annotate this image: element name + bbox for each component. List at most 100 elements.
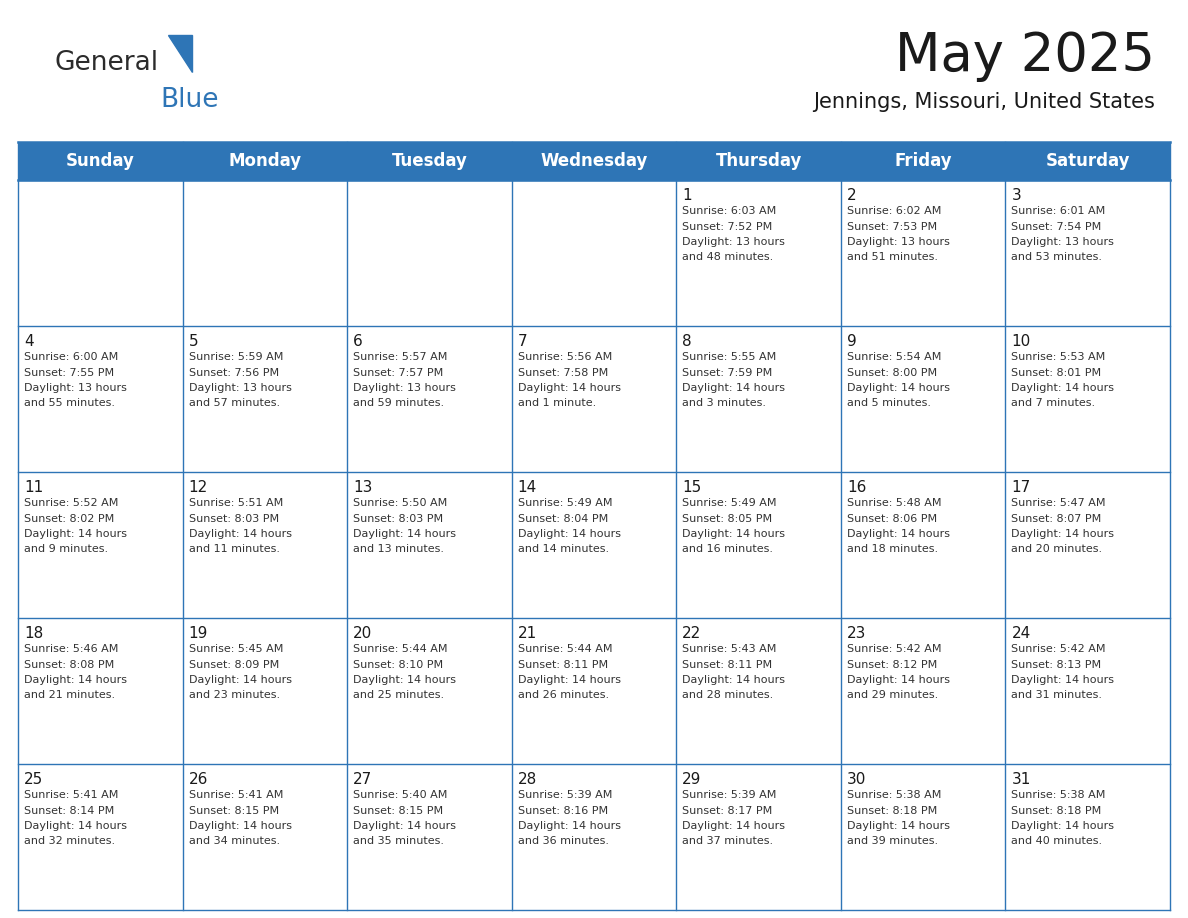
Text: Sunday: Sunday (65, 152, 134, 170)
Text: Sunrise: 5:44 AM: Sunrise: 5:44 AM (353, 644, 448, 654)
Text: and 36 minutes.: and 36 minutes. (518, 836, 608, 846)
Text: 15: 15 (682, 480, 702, 495)
Text: Sunrise: 5:45 AM: Sunrise: 5:45 AM (189, 644, 283, 654)
Bar (512, 326, 676, 472)
Bar (347, 326, 512, 472)
Text: 2: 2 (847, 188, 857, 203)
Text: 26: 26 (189, 772, 208, 787)
Text: 19: 19 (189, 626, 208, 641)
Text: Sunrise: 6:01 AM: Sunrise: 6:01 AM (1011, 206, 1106, 216)
Text: Sunrise: 5:44 AM: Sunrise: 5:44 AM (518, 644, 612, 654)
Text: Sunrise: 5:53 AM: Sunrise: 5:53 AM (1011, 352, 1106, 362)
Text: and 28 minutes.: and 28 minutes. (682, 690, 773, 700)
Text: Sunset: 8:01 PM: Sunset: 8:01 PM (1011, 367, 1101, 377)
Text: Daylight: 14 hours: Daylight: 14 hours (682, 675, 785, 685)
Text: Sunset: 8:12 PM: Sunset: 8:12 PM (847, 659, 937, 669)
Text: Sunset: 8:00 PM: Sunset: 8:00 PM (847, 367, 937, 377)
Text: Sunset: 8:03 PM: Sunset: 8:03 PM (189, 513, 279, 523)
Text: 17: 17 (1011, 480, 1031, 495)
Bar (841, 764, 1005, 910)
Text: Daylight: 14 hours: Daylight: 14 hours (189, 821, 291, 831)
Bar (512, 180, 676, 326)
Text: Sunrise: 5:42 AM: Sunrise: 5:42 AM (847, 644, 941, 654)
Text: Daylight: 14 hours: Daylight: 14 hours (24, 675, 127, 685)
Text: 1: 1 (682, 188, 691, 203)
Text: and 37 minutes.: and 37 minutes. (682, 836, 773, 846)
Text: Tuesday: Tuesday (392, 152, 467, 170)
Text: Sunrise: 6:02 AM: Sunrise: 6:02 AM (847, 206, 941, 216)
Text: Sunset: 8:09 PM: Sunset: 8:09 PM (189, 659, 279, 669)
Bar (347, 180, 512, 326)
Text: Sunrise: 5:49 AM: Sunrise: 5:49 AM (682, 498, 777, 508)
Text: Daylight: 13 hours: Daylight: 13 hours (847, 237, 949, 247)
Text: Sunrise: 5:50 AM: Sunrise: 5:50 AM (353, 498, 448, 508)
Bar (841, 142, 1005, 180)
Bar (18, 618, 183, 764)
Bar (841, 618, 1005, 764)
Text: Daylight: 14 hours: Daylight: 14 hours (353, 821, 456, 831)
Text: 24: 24 (1011, 626, 1031, 641)
Text: and 53 minutes.: and 53 minutes. (1011, 252, 1102, 263)
Text: Sunrise: 5:57 AM: Sunrise: 5:57 AM (353, 352, 448, 362)
Text: Daylight: 14 hours: Daylight: 14 hours (1011, 529, 1114, 539)
Text: Daylight: 14 hours: Daylight: 14 hours (847, 529, 950, 539)
Text: Sunrise: 6:00 AM: Sunrise: 6:00 AM (24, 352, 119, 362)
Text: and 14 minutes.: and 14 minutes. (518, 544, 608, 554)
Bar (18, 142, 183, 180)
Text: Sunrise: 6:03 AM: Sunrise: 6:03 AM (682, 206, 777, 216)
Text: and 57 minutes.: and 57 minutes. (189, 398, 279, 409)
Text: Sunset: 8:02 PM: Sunset: 8:02 PM (24, 513, 114, 523)
Text: Daylight: 14 hours: Daylight: 14 hours (24, 529, 127, 539)
Text: Daylight: 14 hours: Daylight: 14 hours (189, 529, 291, 539)
Text: Daylight: 14 hours: Daylight: 14 hours (353, 675, 456, 685)
Text: 3: 3 (1011, 188, 1022, 203)
Text: Sunrise: 5:41 AM: Sunrise: 5:41 AM (189, 790, 283, 800)
Text: Daylight: 14 hours: Daylight: 14 hours (1011, 383, 1114, 393)
Text: and 29 minutes.: and 29 minutes. (847, 690, 939, 700)
Text: Daylight: 13 hours: Daylight: 13 hours (189, 383, 291, 393)
Text: and 34 minutes.: and 34 minutes. (189, 836, 279, 846)
Text: 16: 16 (847, 480, 866, 495)
Text: and 31 minutes.: and 31 minutes. (1011, 690, 1102, 700)
Text: 8: 8 (682, 334, 691, 349)
Text: Sunset: 8:06 PM: Sunset: 8:06 PM (847, 513, 937, 523)
Text: Sunrise: 5:40 AM: Sunrise: 5:40 AM (353, 790, 448, 800)
Text: and 51 minutes.: and 51 minutes. (847, 252, 937, 263)
Text: Sunset: 7:58 PM: Sunset: 7:58 PM (518, 367, 608, 377)
Bar (18, 326, 183, 472)
Text: May 2025: May 2025 (895, 30, 1155, 82)
Text: and 26 minutes.: and 26 minutes. (518, 690, 608, 700)
Bar (183, 618, 347, 764)
Text: and 1 minute.: and 1 minute. (518, 398, 596, 409)
Text: 31: 31 (1011, 772, 1031, 787)
Text: 5: 5 (189, 334, 198, 349)
Text: Sunrise: 5:48 AM: Sunrise: 5:48 AM (847, 498, 941, 508)
Text: and 48 minutes.: and 48 minutes. (682, 252, 773, 263)
Text: 10: 10 (1011, 334, 1031, 349)
Text: Sunset: 8:14 PM: Sunset: 8:14 PM (24, 805, 114, 815)
Text: 30: 30 (847, 772, 866, 787)
Text: Sunrise: 5:49 AM: Sunrise: 5:49 AM (518, 498, 612, 508)
Text: Daylight: 14 hours: Daylight: 14 hours (847, 675, 950, 685)
Text: and 16 minutes.: and 16 minutes. (682, 544, 773, 554)
Text: Sunset: 7:53 PM: Sunset: 7:53 PM (847, 221, 937, 231)
Text: Sunset: 8:11 PM: Sunset: 8:11 PM (682, 659, 772, 669)
Bar (841, 326, 1005, 472)
Text: Thursday: Thursday (715, 152, 802, 170)
Bar (18, 180, 183, 326)
Bar (1005, 180, 1170, 326)
Text: General: General (55, 50, 159, 76)
Bar (676, 180, 841, 326)
Bar (1005, 764, 1170, 910)
Text: 12: 12 (189, 480, 208, 495)
Text: and 7 minutes.: and 7 minutes. (1011, 398, 1095, 409)
Text: and 59 minutes.: and 59 minutes. (353, 398, 444, 409)
Text: 9: 9 (847, 334, 857, 349)
Text: Sunset: 7:52 PM: Sunset: 7:52 PM (682, 221, 772, 231)
Text: 20: 20 (353, 626, 372, 641)
Text: Sunset: 7:57 PM: Sunset: 7:57 PM (353, 367, 443, 377)
Text: Sunset: 7:55 PM: Sunset: 7:55 PM (24, 367, 114, 377)
Bar (676, 764, 841, 910)
Text: Daylight: 14 hours: Daylight: 14 hours (518, 529, 620, 539)
Text: Daylight: 14 hours: Daylight: 14 hours (518, 821, 620, 831)
